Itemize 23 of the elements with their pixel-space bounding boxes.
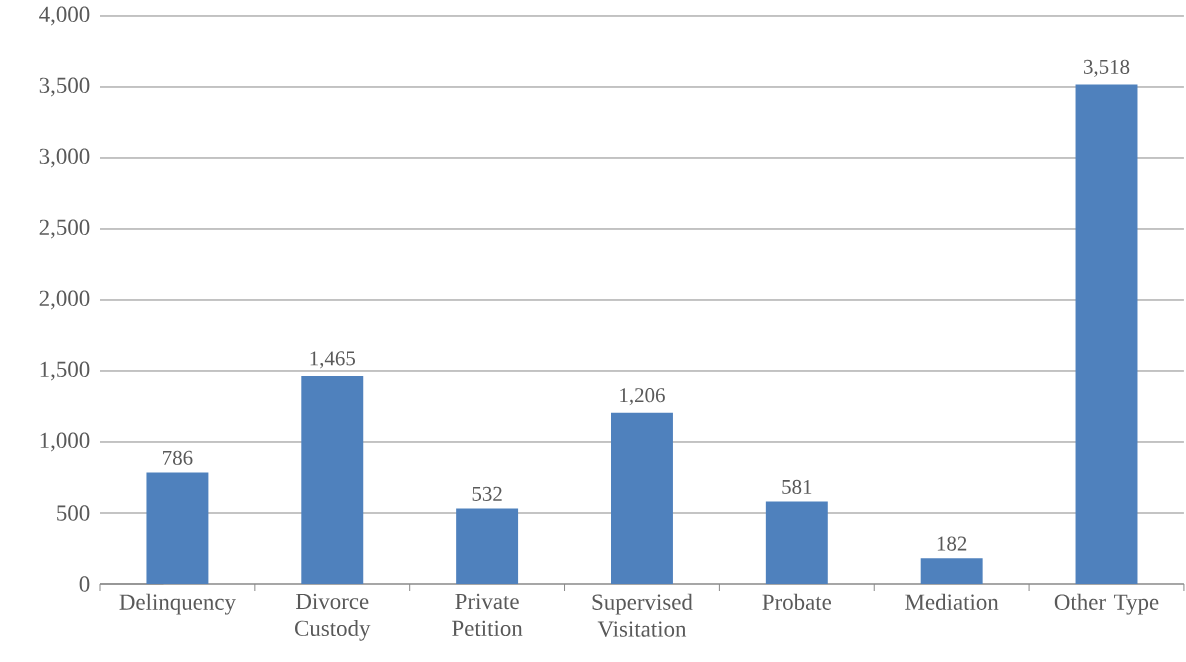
y-tick-label: 500 [57,505,90,521]
y-tick-label: 4,000 [39,6,90,26]
y-tick-label: 2,000 [39,290,90,310]
data-label: 581 [782,479,812,494]
y-tick-label: 0 [79,576,90,592]
data-label: 3,518 [1083,59,1130,77]
data-label: 1,465 [310,351,355,369]
data-label: 786 [163,450,193,465]
data-label: 532 [472,486,502,501]
data-label: 182 [937,536,967,551]
x-tick-label: Mediation [905,593,999,610]
x-tick-label: Other Type [1054,593,1159,615]
x-tick-label: Delinquency [119,593,236,615]
y-tick-label: 1,500 [40,361,90,381]
x-tick-label: Divorce Custody [295,593,371,641]
y-tick-label: 2,500 [39,219,90,239]
y-tick-label: 3,500 [39,77,90,97]
y-tick-label: 3,000 [39,148,90,168]
x-tick-label: Probate [762,593,832,610]
data-label: 1,206 [620,388,665,406]
x-tick-label: Private Petition [452,593,523,637]
x-tick-label: Supervised Visitation [592,593,693,637]
y-tick-label: 1,000 [40,432,90,452]
